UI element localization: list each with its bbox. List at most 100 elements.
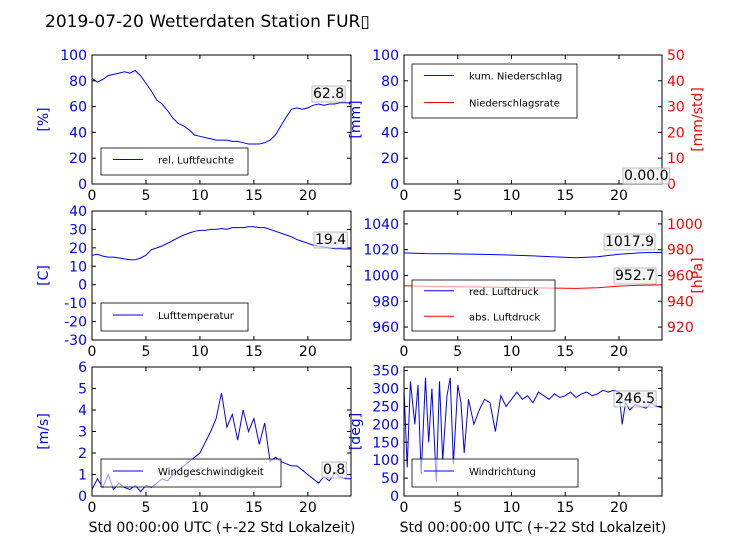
y-tick-label: 60: [69, 100, 87, 116]
x-tick-label: 0: [88, 344, 97, 360]
y-tick-label: 0: [78, 278, 87, 294]
legend-entry: Windrichtung: [469, 467, 536, 478]
legend-box-temperature: [100, 302, 249, 332]
y-tick-label: 200: [372, 417, 399, 433]
x-axis-label-left: Std 00:00:00 UTC (+-22 Std Lokalzeit): [89, 520, 356, 536]
series-line-pressure-0: [404, 251, 662, 259]
legend-entry: Lufttemperatur: [158, 311, 235, 322]
figure-title: 2019-07-20 Wetterdaten Station FUR▯: [45, 12, 370, 32]
x-tick-label: 0: [400, 188, 409, 204]
x-tick-label: 10: [191, 188, 209, 204]
x-tick-label: 15: [556, 188, 574, 204]
y-tick-label-right: 940: [667, 294, 694, 310]
y-tick-label-right: 0: [667, 177, 676, 193]
y-tick-label: -30: [64, 333, 87, 349]
x-tick-label: 10: [191, 344, 209, 360]
y-tick-label: 100: [372, 453, 399, 469]
panel-temperature: 0 5 10 15 20 -30 -20 -10 0 10 20 30 40 [C] Lufttempera…: [36, 204, 352, 360]
x-tick-label: 0: [88, 188, 97, 204]
panel-precip: 0 5 10 15 20 0 20 40 60 80 100 0 10 20 30 40 50 [mm] [mm/s…: [348, 48, 706, 204]
y-tick-label-right: 30: [667, 100, 685, 116]
plot-frame-humidity: [91, 54, 352, 185]
y-tick-label: 20: [69, 151, 87, 167]
y-tick-label: 960: [372, 320, 399, 336]
value-label: 19.4: [315, 232, 346, 248]
y-tick-label-right: 980: [667, 243, 694, 259]
x-tick-label: 20: [610, 500, 628, 516]
x-tick-label: 0: [400, 500, 409, 516]
value-label-box: [313, 231, 348, 249]
value-label-box: [311, 85, 346, 103]
x-tick-label: 0: [88, 500, 97, 516]
y-tick-label: 20: [381, 151, 399, 167]
value-label: 0.8: [323, 462, 345, 478]
x-axis-label-right: Std 00:00:00 UTC (+-22 Std Lokalzeit): [400, 520, 667, 536]
y-tick-label: 20: [69, 241, 87, 257]
x-tick-label: 10: [503, 500, 521, 516]
x-tick-label: 20: [610, 188, 628, 204]
legend-entry: red. Luftdruck: [469, 287, 539, 298]
y-tick-label-right: 960: [667, 269, 694, 285]
x-tick-label: 15: [556, 344, 574, 360]
x-tick-label: 15: [245, 500, 263, 516]
legend-box-pressure: [411, 279, 556, 332]
value-label: 1017.9: [605, 234, 654, 250]
y-tick-label: 350: [372, 364, 399, 380]
y-axis-label: [m/s]: [36, 413, 52, 450]
value-label-box: [321, 461, 347, 479]
y-tick-label: 4: [78, 403, 87, 419]
y-tick-label: 3: [78, 425, 87, 441]
y-tick-label-right: 10: [667, 151, 685, 167]
y-tick-label: 100: [60, 48, 87, 64]
legend-entry: abs. Luftdruck: [469, 312, 540, 323]
x-tick-label: 10: [503, 188, 521, 204]
y-tick-label: 50: [381, 471, 399, 487]
y-tick-label: 100: [372, 48, 399, 64]
x-tick-label: 5: [453, 500, 462, 516]
y-tick-label: -20: [64, 315, 87, 331]
y-tick-label: 1020: [363, 243, 399, 259]
plot-frame-temperature: [91, 210, 352, 341]
y-tick-label: 80: [381, 74, 399, 90]
x-tick-label: 10: [503, 344, 521, 360]
y-tick-label: 980: [372, 294, 399, 310]
y-tick-label: 10: [69, 259, 87, 275]
value-label: 0.00.0: [624, 168, 669, 184]
legend-entry: Niederschlagsrate: [469, 99, 560, 110]
legend-box-wind_direction: [411, 458, 579, 488]
legend-entry: Windgeschwindigkeit: [158, 467, 264, 478]
y-tick-label-right: 40: [667, 74, 685, 90]
x-tick-label: 5: [453, 344, 462, 360]
y-tick-label: 30: [69, 222, 87, 238]
y-tick-label: 250: [372, 399, 399, 415]
plot-frame-precip: [403, 54, 663, 185]
y-axis-label: [C]: [36, 265, 52, 286]
panel-pressure: 0 5 10 15 20 960 980 1000 1020 1040 920 940 960 980 10…: [363, 210, 706, 360]
plot-frame-wind_direction: [403, 366, 663, 497]
y-tick-label: 2: [78, 446, 87, 462]
y-axis-label: [deg]: [348, 413, 364, 450]
panel-humidity: 0 5 10 15 20 0 20 40 60 80 100 [%] rel. Luftfeuchte 6…: [36, 48, 352, 204]
y-tick-label: 1: [78, 468, 87, 484]
y-tick-label-right: 20: [667, 125, 685, 141]
value-label: 62.8: [313, 86, 344, 102]
legend-box-humidity: [100, 147, 249, 176]
panel-wind_direction: 0 5 10 15 20050100150200250300350[deg]Windri…: [348, 364, 663, 516]
value-label-box: [622, 167, 670, 185]
y-tick-label-right: 920: [667, 320, 694, 336]
y-tick-label: 1000: [363, 269, 399, 285]
y-tick-label: 5: [78, 382, 87, 398]
y-tick-label: -10: [64, 296, 87, 312]
legend-box-precip: [411, 63, 578, 119]
y-tick-label: 40: [69, 204, 87, 220]
y-tick-label: 1040: [363, 217, 399, 233]
y-tick-label: 0: [78, 489, 87, 505]
y-tick-label: 300: [372, 382, 399, 398]
x-tick-label: 5: [141, 344, 150, 360]
x-tick-label: 20: [299, 344, 317, 360]
y-axis-label: [mm]: [348, 100, 364, 138]
value-label-box: [613, 267, 657, 285]
